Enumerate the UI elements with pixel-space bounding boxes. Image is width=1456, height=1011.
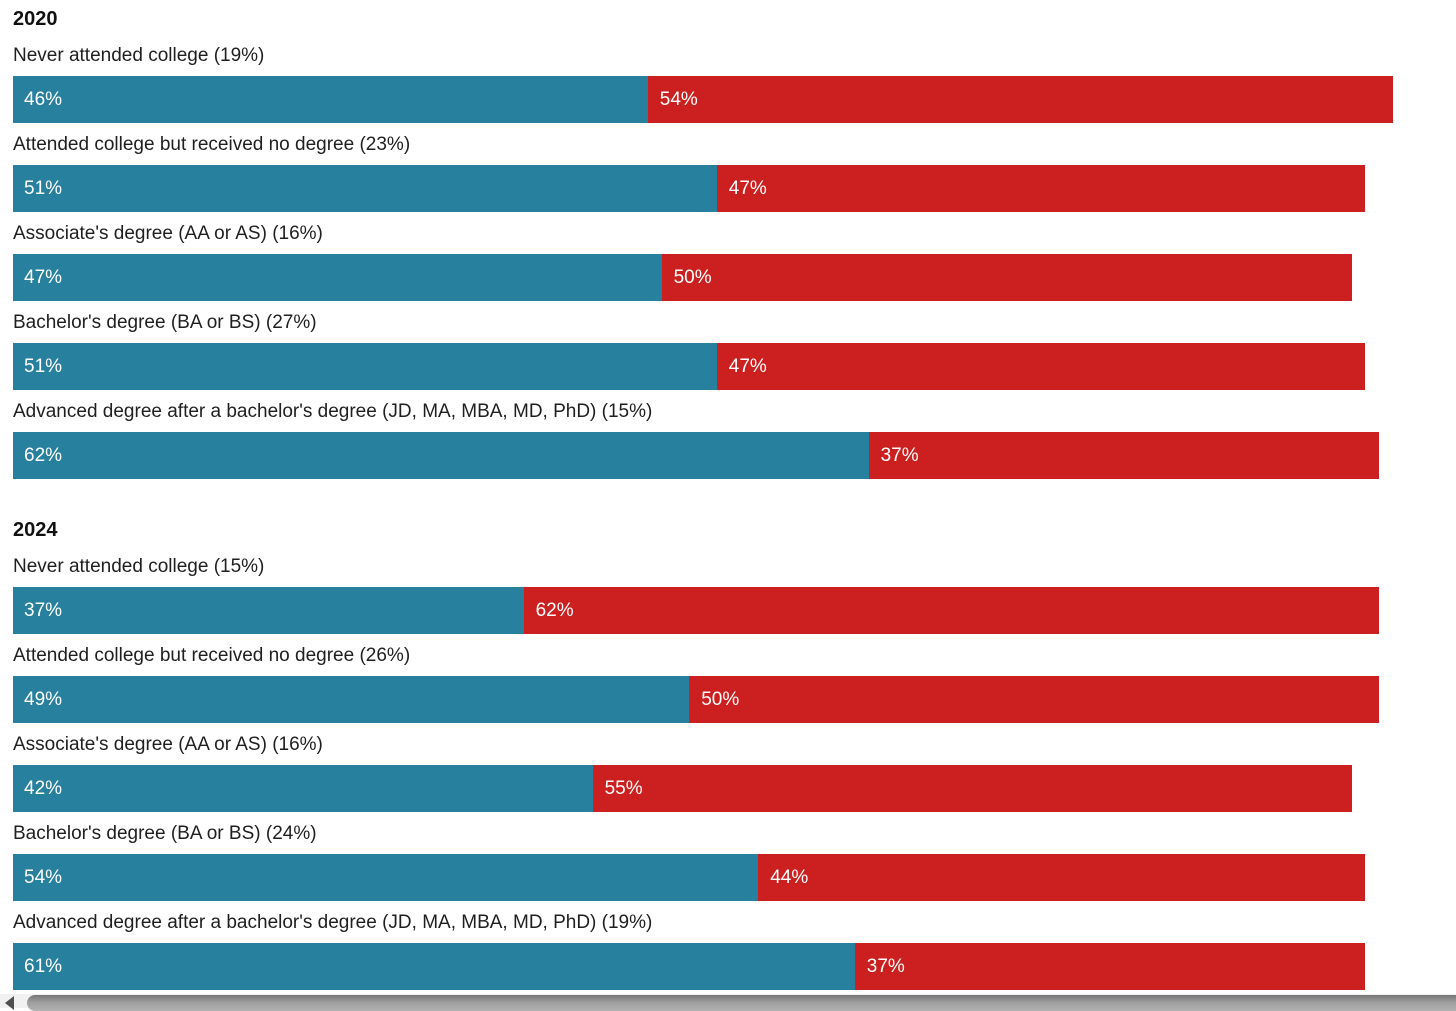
blue-bar-value: 61% xyxy=(24,955,63,977)
scrollbar-thumb[interactable] xyxy=(27,995,1456,1011)
bar-row: Never attended college (19%) 46% 54% xyxy=(13,46,1456,123)
blue-bar-value: 51% xyxy=(24,177,63,199)
section-title-2024: 2024 xyxy=(13,519,58,541)
red-bar-value: 62% xyxy=(535,599,574,621)
category-label: Advanced degree after a bachelor's degre… xyxy=(13,401,653,422)
red-bar-value: 47% xyxy=(728,177,767,199)
bar-row: Advanced degree after a bachelor's degre… xyxy=(13,913,1456,990)
red-bar-value: 55% xyxy=(604,777,643,799)
bar-track: 42% 55% xyxy=(13,765,1393,812)
red-bar-value: 37% xyxy=(880,444,919,466)
blue-bar-segment: 62% xyxy=(13,432,869,479)
red-bar-value: 50% xyxy=(673,266,712,288)
red-bar-segment: 47% xyxy=(716,165,1366,212)
bar-track: 54% 44% xyxy=(13,854,1393,901)
category-label: Attended college but received no degree … xyxy=(13,645,411,666)
red-bar-value: 54% xyxy=(659,88,698,110)
red-bar-value: 44% xyxy=(770,866,809,888)
blue-bar-value: 47% xyxy=(24,266,63,288)
blue-bar-value: 46% xyxy=(24,88,63,110)
bar-track: 47% 50% xyxy=(13,254,1393,301)
red-bar-segment: 47% xyxy=(716,343,1366,390)
blue-bar-value: 54% xyxy=(24,866,63,888)
bar-track: 49% 50% xyxy=(13,676,1393,723)
category-label: Never attended college (15%) xyxy=(13,556,265,577)
blue-bar-segment: 47% xyxy=(13,254,662,301)
red-bar-segment: 55% xyxy=(592,765,1352,812)
category-label: Attended college but received no degree … xyxy=(13,134,411,155)
bar-track: 51% 47% xyxy=(13,343,1393,390)
blue-bar-segment: 51% xyxy=(13,343,717,390)
bar-row: Attended college but received no degree … xyxy=(13,135,1456,212)
bar-row: Associate's degree (AA or AS) (16%) 42% … xyxy=(13,735,1456,812)
bar-track: 61% 37% xyxy=(13,943,1393,990)
red-bar-value: 50% xyxy=(701,688,740,710)
blue-bar-segment: 51% xyxy=(13,165,717,212)
blue-bar-segment: 49% xyxy=(13,676,690,723)
education-vote-chart: 2020 Never attended college (19%) 46% 54… xyxy=(13,8,1456,990)
category-label: Bachelor's degree (BA or BS) (24%) xyxy=(13,823,317,844)
red-bar-segment: 54% xyxy=(647,76,1393,123)
category-label: Bachelor's degree (BA or BS) (27%) xyxy=(13,312,317,333)
blue-bar-segment: 54% xyxy=(13,854,759,901)
red-bar-segment: 37% xyxy=(854,943,1366,990)
blue-bar-value: 49% xyxy=(24,688,63,710)
scroll-left-arrow-icon[interactable] xyxy=(5,996,14,1010)
red-bar-value: 37% xyxy=(866,955,905,977)
bar-row: Associate's degree (AA or AS) (16%) 47% … xyxy=(13,224,1456,301)
blue-bar-value: 51% xyxy=(24,355,63,377)
red-bar-segment: 50% xyxy=(661,254,1352,301)
bar-track: 46% 54% xyxy=(13,76,1393,123)
bar-row: Advanced degree after a bachelor's degre… xyxy=(13,402,1456,479)
red-bar-value: 47% xyxy=(728,355,767,377)
bar-row: Attended college but received no degree … xyxy=(13,646,1456,723)
blue-bar-value: 42% xyxy=(24,777,63,799)
bar-row: Bachelor's degree (BA or BS) (27%) 51% 4… xyxy=(13,313,1456,390)
blue-bar-segment: 46% xyxy=(13,76,648,123)
blue-bar-value: 62% xyxy=(24,444,63,466)
blue-bar-segment: 37% xyxy=(13,587,524,634)
blue-bar-segment: 61% xyxy=(13,943,855,990)
red-bar-segment: 44% xyxy=(758,854,1366,901)
red-bar-segment: 50% xyxy=(689,676,1380,723)
category-label: Never attended college (19%) xyxy=(13,45,265,66)
category-label: Advanced degree after a bachelor's degre… xyxy=(13,912,653,933)
bar-row: Bachelor's degree (BA or BS) (24%) 54% 4… xyxy=(13,824,1456,901)
bar-track: 37% 62% xyxy=(13,587,1393,634)
bar-track: 51% 47% xyxy=(13,165,1393,212)
blue-bar-segment: 42% xyxy=(13,765,593,812)
category-label: Associate's degree (AA or AS) (16%) xyxy=(13,223,323,244)
red-bar-segment: 37% xyxy=(868,432,1380,479)
bar-track: 62% 37% xyxy=(13,432,1393,479)
horizontal-scrollbar[interactable] xyxy=(0,992,1456,1011)
section-title-2020: 2020 xyxy=(13,8,58,30)
red-bar-segment: 62% xyxy=(523,587,1380,634)
blue-bar-value: 37% xyxy=(24,599,63,621)
category-label: Associate's degree (AA or AS) (16%) xyxy=(13,734,323,755)
bar-row: Never attended college (15%) 37% 62% xyxy=(13,557,1456,634)
